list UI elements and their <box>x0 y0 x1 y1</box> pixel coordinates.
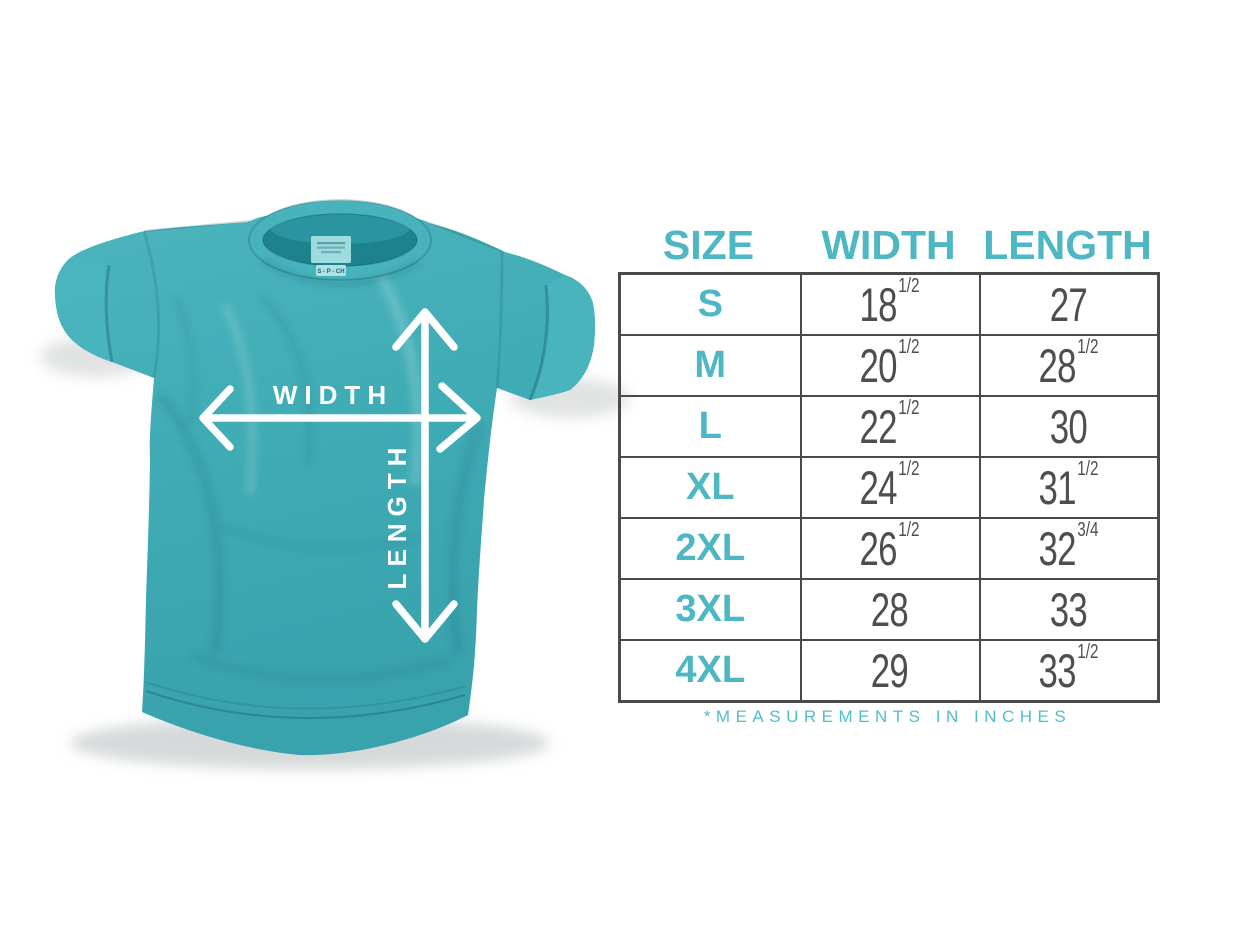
size-cell: S <box>618 272 802 336</box>
length-value: 30 <box>1049 400 1087 453</box>
length-cell: 33 <box>978 578 1160 641</box>
length-value: 33 <box>1049 583 1087 636</box>
width-value: 20 <box>860 339 898 392</box>
table-row: XL 241/2 311/2 <box>618 456 1160 519</box>
length-value: 31 <box>1038 461 1077 514</box>
width-cell: 241/2 <box>799 456 981 519</box>
length-arrow-label: LENGTH <box>382 441 412 590</box>
width-value: 22 <box>860 400 898 453</box>
width-value: 29 <box>870 644 909 697</box>
width-cell: 261/2 <box>799 517 981 580</box>
neck-label-tag: S - P - CH <box>311 236 351 276</box>
width-cell: 201/2 <box>799 334 981 397</box>
fabric-wrinkles <box>156 272 485 684</box>
tshirt-body <box>54 210 596 756</box>
width-value: 28 <box>870 583 909 636</box>
width-value: 18 <box>860 278 898 331</box>
length-cell: 281/2 <box>978 334 1160 397</box>
size-cell: L <box>618 395 802 458</box>
length-fraction: 1/2 <box>1077 457 1099 480</box>
size-cell: M <box>618 334 802 397</box>
width-cell: 29 <box>799 639 981 703</box>
length-value: 27 <box>1049 278 1087 331</box>
length-fraction: 1/2 <box>1077 640 1099 663</box>
tshirt-photo: S - P - CH WIDTH LENGTH <box>40 199 630 769</box>
rolled-sleeve-cuffs <box>54 258 596 401</box>
width-fraction: 1/2 <box>898 273 920 297</box>
length-fraction: 3/4 <box>1077 518 1099 541</box>
tag-size-text: S - P - CH <box>317 269 344 275</box>
length-value: 32 <box>1038 522 1077 575</box>
length-value: 28 <box>1038 339 1077 392</box>
measurements-footnote: *MEASUREMENTS IN INCHES <box>703 707 1072 726</box>
col-header-size: SIZE <box>662 221 755 268</box>
length-fraction: 1/2 <box>1077 335 1099 358</box>
length-cell: 323/4 <box>978 517 1160 580</box>
length-cell: 311/2 <box>978 456 1160 519</box>
table-row: 3XL 28 33 <box>618 578 1160 641</box>
width-arrowhead-right <box>436 382 481 453</box>
size-cell: XL <box>618 456 802 519</box>
table-row: L 221/2 30 <box>618 395 1160 458</box>
width-fraction: 1/2 <box>898 457 920 480</box>
length-value: 33 <box>1038 644 1077 697</box>
size-cell: 2XL <box>618 517 802 580</box>
length-arrowhead-bottom <box>392 600 458 643</box>
table-row: S 181/2 27 <box>618 272 1160 336</box>
length-arrowhead-top <box>392 308 458 351</box>
size-cell: 3XL <box>618 578 802 641</box>
width-value: 24 <box>860 461 898 514</box>
width-fraction: 1/2 <box>898 396 920 419</box>
width-fraction: 1/2 <box>898 518 920 541</box>
length-cell: 30 <box>978 395 1160 458</box>
size-chart-header-row: SIZE WIDTH LENGTH <box>618 220 1157 270</box>
width-arrow-label: WIDTH <box>273 380 393 410</box>
size-cell: 4XL <box>618 639 802 703</box>
width-cell: 221/2 <box>799 395 981 458</box>
width-cell: 28 <box>799 578 981 641</box>
width-value: 26 <box>860 522 898 575</box>
seams <box>142 220 504 720</box>
measurement-arrows <box>199 308 481 643</box>
width-arrowhead-left <box>199 385 234 451</box>
length-cell: 27 <box>978 272 1160 336</box>
table-row: 4XL 29 331/2 <box>618 639 1160 703</box>
table-row: 2XL 261/2 323/4 <box>618 517 1160 580</box>
col-header-length: LENGTH <box>983 221 1152 268</box>
width-fraction: 1/2 <box>898 335 920 358</box>
width-cell: 181/2 <box>799 272 981 336</box>
length-cell: 331/2 <box>978 639 1160 703</box>
size-chart-table: S 181/2 27 M 201/2 281/2 L 221/2 30 XL 2… <box>618 272 1160 703</box>
col-header-width: WIDTH <box>821 221 956 268</box>
table-row: M 201/2 281/2 <box>618 334 1160 397</box>
